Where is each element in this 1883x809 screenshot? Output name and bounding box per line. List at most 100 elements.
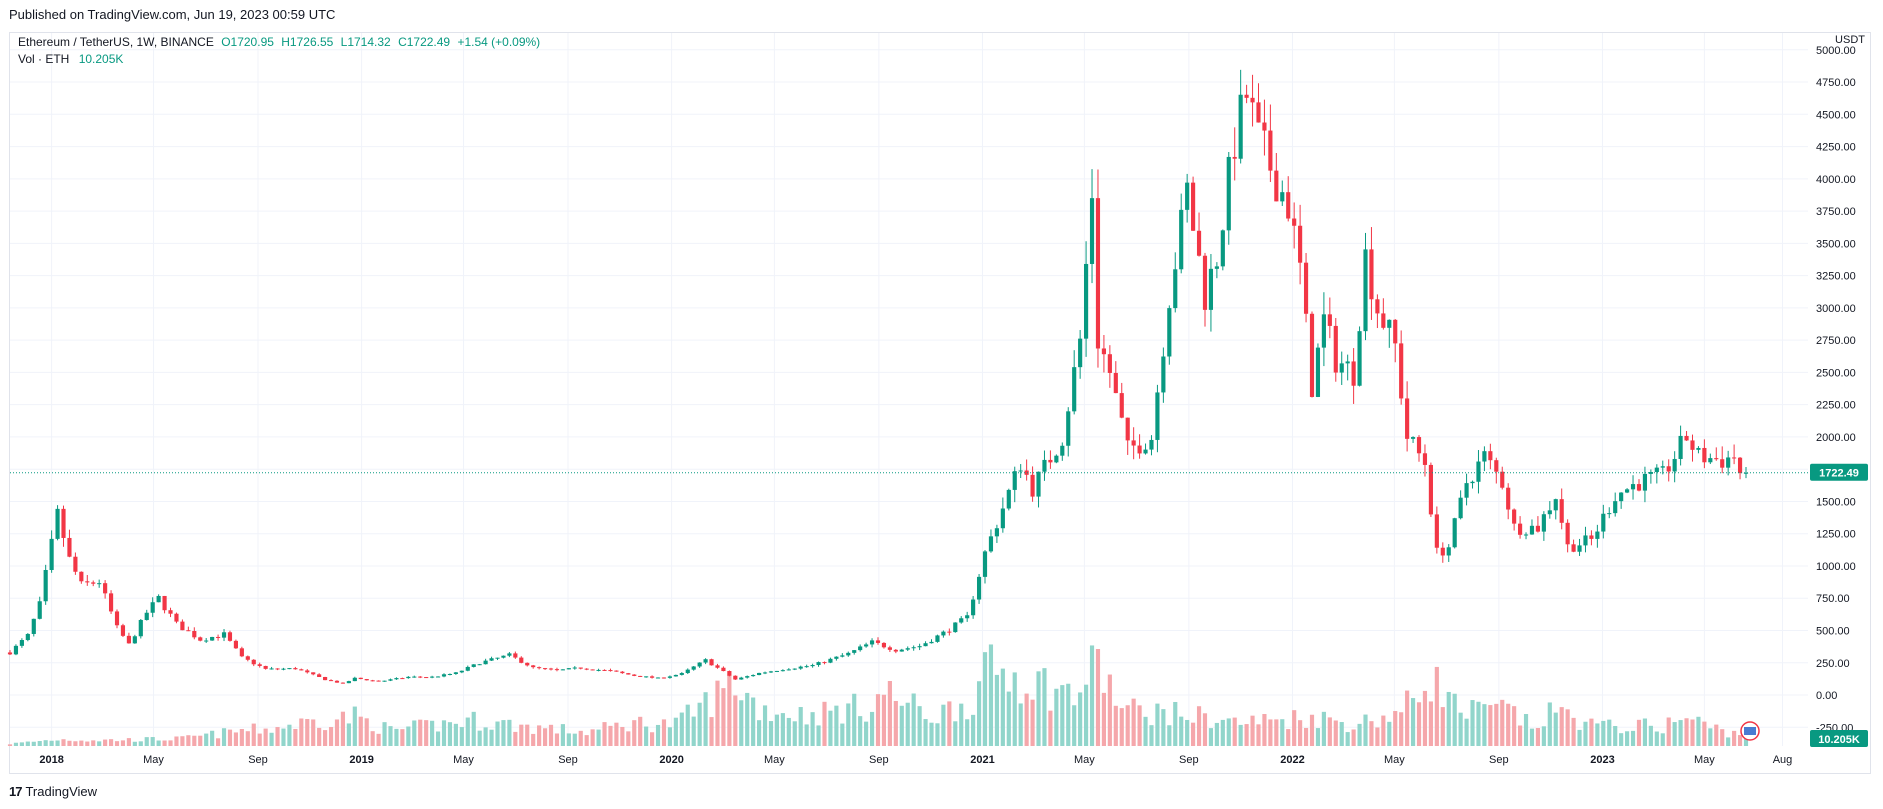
candle-body bbox=[632, 674, 637, 676]
candle-body bbox=[822, 662, 827, 664]
candle-body bbox=[1179, 209, 1184, 270]
candle-body bbox=[1131, 440, 1136, 446]
candle-body bbox=[1381, 313, 1386, 328]
volume-bar bbox=[103, 739, 108, 746]
x-tick-label: May bbox=[1694, 754, 1715, 766]
candle-body bbox=[1244, 94, 1249, 98]
candle-body bbox=[1054, 455, 1059, 463]
volume-bar bbox=[79, 740, 84, 746]
x-tick-label: Sep bbox=[248, 754, 268, 766]
candle-body bbox=[1339, 363, 1344, 373]
volume-bar bbox=[786, 717, 791, 746]
candle-body bbox=[1654, 467, 1659, 473]
tradingview-logo[interactable]: 17 TradingView bbox=[9, 784, 97, 799]
axis-badges: 1722.49 10.205K bbox=[1740, 463, 1868, 747]
volume-bar bbox=[988, 644, 994, 746]
volume-bar bbox=[691, 716, 696, 746]
candle-body bbox=[988, 536, 994, 552]
volume-bar bbox=[1220, 719, 1225, 746]
candle-body bbox=[852, 650, 857, 653]
candle-body bbox=[1030, 474, 1035, 497]
volume-bar bbox=[804, 724, 809, 746]
x-tick-label: May bbox=[143, 754, 164, 766]
y-tick-label: 2000.00 bbox=[1816, 432, 1856, 444]
candle-body bbox=[1601, 513, 1606, 532]
candle-body bbox=[846, 652, 851, 656]
candle-body bbox=[221, 632, 227, 638]
volume-bar bbox=[192, 735, 197, 746]
volume-bar bbox=[156, 740, 161, 746]
volume-bar bbox=[85, 741, 90, 746]
y-tick-label: 1250.00 bbox=[1816, 529, 1856, 541]
candle-body bbox=[953, 622, 958, 633]
candle-body bbox=[715, 665, 720, 668]
x-tick-label: Sep bbox=[558, 754, 578, 766]
volume-bar bbox=[1107, 674, 1112, 746]
x-tick-label: 2022 bbox=[1280, 754, 1304, 766]
candle-body bbox=[1494, 460, 1499, 472]
volume-bar bbox=[1410, 698, 1416, 746]
candle-body bbox=[1208, 268, 1214, 310]
symbol-name[interactable]: Ethereum / TetherUS, 1W, BINANCE bbox=[18, 35, 214, 49]
candle-body bbox=[566, 668, 571, 670]
candle-body bbox=[1428, 464, 1433, 515]
volume-bar bbox=[1452, 693, 1457, 746]
volume-bar bbox=[67, 740, 72, 746]
volume-bar bbox=[537, 725, 542, 746]
volume-bar bbox=[447, 722, 453, 746]
volume-bar bbox=[1589, 718, 1594, 746]
candle-body bbox=[768, 671, 774, 673]
volume-bar bbox=[1232, 717, 1237, 746]
volume-bar bbox=[49, 740, 54, 746]
volume-bar bbox=[1078, 692, 1083, 746]
volume-bar bbox=[471, 711, 476, 746]
candle-body bbox=[1107, 354, 1112, 373]
volume-bar bbox=[798, 707, 803, 746]
volume-bar bbox=[1601, 720, 1606, 746]
volume-bar bbox=[893, 700, 898, 746]
volume-bar bbox=[905, 702, 910, 746]
volume-bar bbox=[572, 733, 577, 746]
volume-bar bbox=[1143, 716, 1148, 746]
candle-body bbox=[144, 612, 149, 620]
price-axis: 5000.00 4750.00 4500.00 4250.00 4000.00 3750.… bbox=[1816, 45, 1856, 735]
volume-bar bbox=[1446, 691, 1451, 746]
candle-body bbox=[400, 678, 405, 680]
volume-bar bbox=[1565, 709, 1570, 746]
candle-body bbox=[1048, 459, 1053, 463]
candle-body bbox=[905, 648, 910, 650]
candle-body bbox=[441, 674, 447, 677]
y-tick-label: 0.00 bbox=[1816, 690, 1837, 702]
volume-bar bbox=[1684, 718, 1689, 746]
chart-frame[interactable] bbox=[9, 32, 1871, 774]
candle-body bbox=[1351, 361, 1356, 386]
volume-bar bbox=[1613, 726, 1618, 746]
candle-body bbox=[269, 668, 274, 670]
volume-bar bbox=[822, 701, 827, 746]
volume-bar bbox=[1250, 715, 1255, 746]
last-price-badge bbox=[1810, 463, 1868, 481]
volume-bar bbox=[25, 741, 30, 746]
candle-body bbox=[864, 644, 869, 647]
candle-body bbox=[1595, 531, 1600, 539]
volume-bar bbox=[299, 718, 304, 746]
candle-body bbox=[1238, 94, 1243, 159]
volume-bar bbox=[590, 729, 595, 746]
volume-bar bbox=[1095, 649, 1101, 746]
symbol-legend[interactable]: Ethereum / TetherUS, 1W, BINANCE O1720.9… bbox=[18, 35, 544, 49]
candle-body bbox=[614, 670, 619, 672]
candle-body bbox=[1119, 393, 1124, 418]
candle-body bbox=[275, 668, 280, 670]
candle-body bbox=[703, 659, 708, 663]
volume-bar bbox=[869, 711, 875, 746]
x-tick-label: Sep bbox=[1489, 754, 1509, 766]
volume-bar bbox=[685, 704, 690, 746]
volume-bar bbox=[1720, 729, 1725, 746]
y-tick-label: 2750.00 bbox=[1816, 335, 1856, 347]
candle-body bbox=[810, 665, 815, 667]
y-tick-label: 1500.00 bbox=[1816, 496, 1856, 508]
volume-bar bbox=[1018, 703, 1023, 746]
volume-legend[interactable]: Vol · ETH 10.205K bbox=[18, 52, 123, 66]
candle-body bbox=[1167, 308, 1172, 357]
